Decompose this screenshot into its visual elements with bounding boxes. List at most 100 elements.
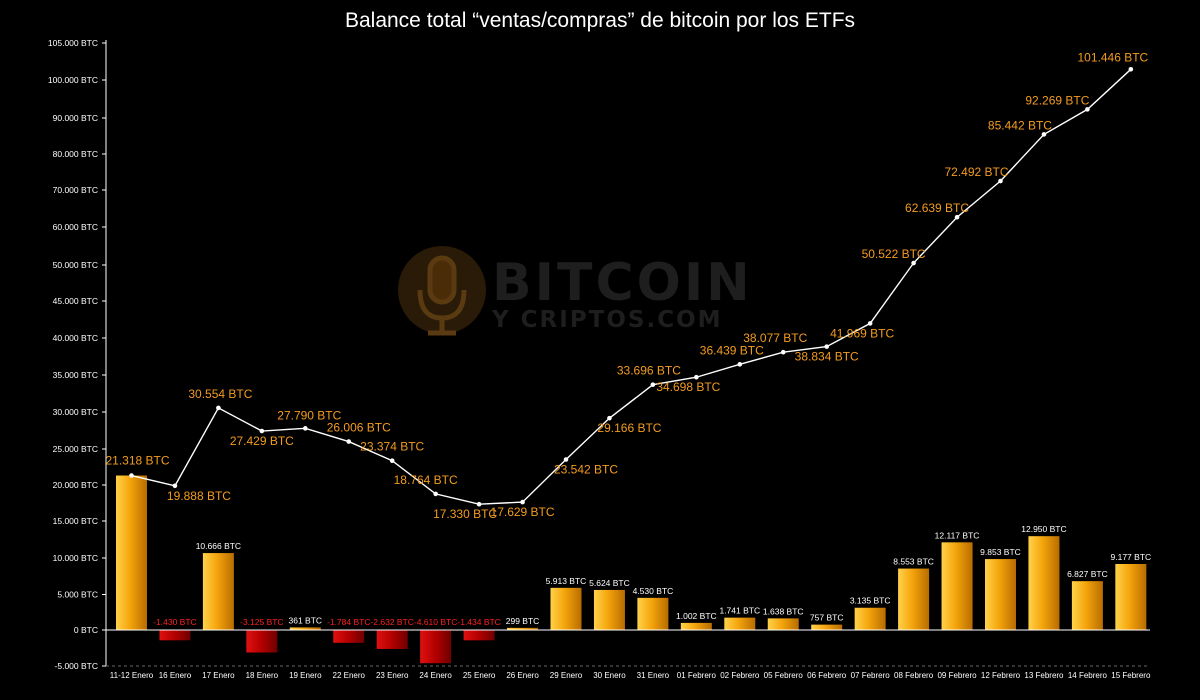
bar-18-enero [246, 630, 278, 653]
y-tick-label: 50.000 BTC [53, 260, 98, 270]
bar-25-enero [463, 630, 495, 641]
y-tick-label: 105.000 BTC [48, 38, 98, 48]
y-tick-label: 25.000 BTC [53, 444, 98, 454]
watermark-line2: Y CRIPTOS.COM [491, 307, 723, 333]
chart-title: Balance total “ventas/compras” de bitcoi… [345, 9, 855, 32]
line-value-label: 18.764 BTC [394, 473, 458, 487]
bar-value-label: 1.002 BTC [676, 611, 717, 621]
x-tick-label: 29 Enero [550, 671, 583, 680]
line-value-label: 19.888 BTC [167, 489, 231, 503]
bar-16-enero [159, 630, 191, 641]
line-point [650, 382, 656, 387]
bar-value-label: 6.827 BTC [1067, 569, 1108, 579]
line-point [1128, 66, 1134, 72]
line-value-label: 29.166 BTC [597, 421, 661, 435]
x-tick-label: 08 Febrero [894, 671, 934, 680]
x-tick-label: 14 Febrero [1068, 671, 1108, 680]
x-tick-label: 16 Enero [159, 671, 192, 680]
bar-value-label: -1.430 BTC [153, 617, 196, 627]
line-value-label: 62.639 BTC [905, 201, 969, 215]
bar-value-label: -3.125 BTC [240, 617, 283, 627]
y-tick-label: 40.000 BTC [53, 333, 98, 343]
x-tick-label: 13 Febrero [1024, 671, 1064, 680]
line-value-label: 23.542 BTC [554, 462, 618, 476]
y-tick-label: 35.000 BTC [53, 370, 98, 380]
bar-26-enero [507, 627, 539, 630]
bar-01-febrero [680, 622, 712, 630]
line-labels: 21.318 BTC 19.888 BTC 30.554 BTC 27.429 BTC… [105, 50, 1148, 521]
line-value-label: 27.429 BTC [230, 434, 294, 448]
bar-value-label: 4.530 BTC [633, 586, 674, 596]
line-value-label: 92.269 BTC [1025, 93, 1089, 107]
line-point [954, 214, 960, 220]
x-tick-label: 26 Enero [506, 671, 539, 680]
line-value-label: 30.554 BTC [188, 387, 252, 401]
line-point [694, 374, 699, 380]
bar-value-label: 9.177 BTC [1111, 552, 1152, 562]
x-tick-label: 17 Enero [202, 671, 235, 680]
line-point [998, 178, 1003, 184]
bar-value-label: 361 BTC [289, 615, 323, 625]
x-tick-label: 11-12 Enero [110, 671, 154, 680]
bar-value-label: 299 BTC [506, 616, 540, 626]
bar-value-label: 10.666 BTC [196, 541, 241, 551]
microphone-icon [417, 255, 467, 336]
bar-06-febrero [811, 624, 843, 630]
x-tick-label: 06 Febrero [807, 671, 847, 680]
line-point [867, 321, 873, 326]
bar-value-label: 5.913 BTC [546, 576, 587, 586]
line-point [389, 458, 395, 464]
x-tick-label: 25 Enero [463, 671, 496, 680]
line-value-label: 36.439 BTC [700, 343, 764, 357]
y-tick-label: 70.000 BTC [53, 185, 98, 195]
line-point [216, 405, 221, 411]
y-tick-label: 60.000 BTC [53, 222, 98, 232]
line-value-label: 50.522 BTC [862, 247, 926, 261]
x-tick-label: 23 Enero [376, 671, 409, 680]
bar-23-enero [376, 630, 408, 649]
bar-value-label: 9.853 BTC [980, 547, 1021, 557]
bar-12-febrero [985, 559, 1016, 630]
bar-24-enero [420, 630, 452, 664]
line-point [911, 260, 916, 266]
bar-13-febrero [1028, 536, 1060, 630]
y-tick-label: 20.000 BTC [53, 480, 98, 490]
bar-19-enero [289, 627, 321, 630]
line-point [1041, 132, 1047, 137]
y-tick-label: 15.000 BTC [53, 516, 98, 526]
bar-08-febrero [898, 568, 930, 630]
x-tick-label: 07 Febrero [851, 671, 891, 680]
line-value-label: 85.442 BTC [988, 118, 1052, 132]
bar-value-label: 757 BTC [810, 613, 844, 623]
x-tick-label: 19 Enero [289, 671, 322, 680]
bar-value-label: 12.117 BTC [935, 530, 980, 540]
y-tick-label: 30.000 BTC [53, 407, 98, 417]
x-axis: 11-12 Enero 16 Enero 17 Enero 18 Enero 19 En… [106, 629, 1151, 680]
bar-value-label: -4.610 BTC [414, 617, 457, 627]
bar-30-enero [593, 589, 625, 630]
bar-value-label: 1.638 BTC [763, 606, 804, 616]
bar-value-label: 8.553 BTC [893, 557, 934, 567]
bar-value-label: 5.624 BTC [589, 578, 630, 588]
bar-09-febrero [941, 542, 973, 630]
x-tick-label: 22 Enero [333, 671, 366, 680]
line-point [520, 499, 525, 505]
x-tick-label: 12 Febrero [981, 671, 1021, 680]
y-tick-label: 80.000 BTC [53, 149, 98, 159]
line-value-label: 34.698 BTC [656, 380, 720, 394]
watermark-line1: BITCOIN [492, 253, 753, 313]
watermark-logo: BITCOIN Y CRIPTOS.COM [398, 246, 753, 336]
x-tick-label: 18 Enero [246, 671, 279, 680]
y-tick-label: 0 BTC [74, 625, 98, 635]
x-tick-label: 15 Febrero [1111, 671, 1151, 680]
bar-14-febrero [1071, 581, 1103, 630]
line-value-label: 38.077 BTC [743, 331, 807, 345]
line-value-label: 38.834 BTC [795, 350, 859, 364]
bar-05-febrero [767, 618, 799, 630]
bar-31-enero [637, 597, 669, 630]
line-point [737, 362, 743, 367]
bar-value-label: -1.434 BTC [457, 617, 500, 627]
line-point [129, 473, 134, 478]
